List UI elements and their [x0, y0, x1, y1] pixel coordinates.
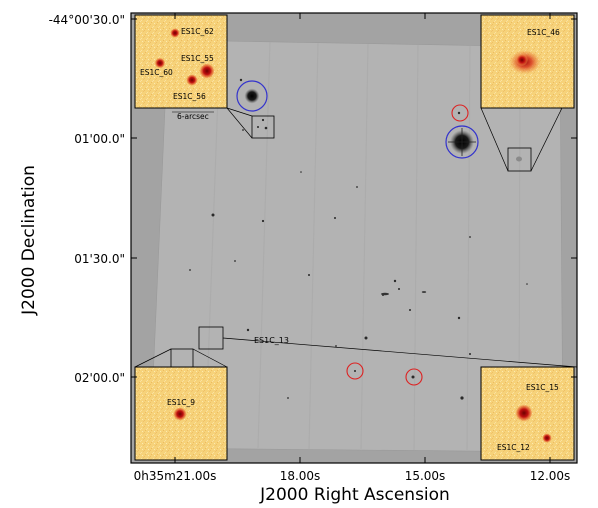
faint-source-marker	[346, 362, 364, 380]
x-axis-title: J2000 Right Ascension	[259, 485, 450, 505]
y-tick-label: 01'30.0"	[74, 252, 125, 266]
zoom-box-top-right	[507, 147, 532, 172]
es1c-13-label: ES1C_13	[254, 336, 289, 345]
bright-source-marker	[445, 125, 479, 159]
diffuse-source	[516, 156, 522, 162]
inset-top-right: ES1C_46	[480, 14, 575, 109]
inset-scale-label: 6-arcsec	[177, 112, 209, 121]
inset-label-es1c-56: ES1C_56	[173, 92, 206, 101]
y-tick-label: 02'00.0"	[74, 371, 125, 385]
inset-label-es1c-55: ES1C_55	[181, 54, 214, 63]
y-tick-label: 01'00.0"	[74, 132, 125, 146]
faint-source-marker	[405, 368, 423, 386]
bright-star	[244, 88, 260, 104]
x-tick-label: 12.00s	[530, 469, 571, 483]
inset-label-es1c-9: ES1C_9	[167, 398, 195, 407]
y-axis-title: J2000 Declination	[19, 165, 39, 316]
inset-top-left: ES1C_62 ES1C_55 ES1C_60 ES1C_56 6-arcsec	[134, 14, 228, 121]
x-tick-label: 18.00s	[280, 469, 321, 483]
inset-bottom-right: ES1C_15 ES1C_12	[480, 366, 575, 461]
plot-frame	[130, 12, 578, 464]
zoom-connectors	[134, 107, 577, 368]
elongated-galaxy	[381, 292, 389, 296]
elongated-galaxy	[421, 291, 427, 293]
inset-label-es1c-62: ES1C_62	[181, 27, 214, 36]
x-ticks	[174, 13, 551, 463]
inset-label-es1c-60: ES1C_60	[140, 68, 173, 77]
inset-bottom-left: ES1C_9	[134, 366, 228, 461]
bright-source-marker	[236, 80, 268, 112]
inset-label-es1c-12: ES1C_12	[497, 443, 530, 452]
star-spikes	[448, 128, 476, 156]
inset-label-es1c-46: ES1C_46	[527, 28, 560, 37]
zoom-box-top-left	[251, 115, 275, 139]
y-tick-label: -44°00'30.0"	[49, 13, 125, 27]
y-ticks	[131, 18, 577, 378]
faint-source-marker	[451, 104, 469, 122]
inset-label-es1c-15: ES1C_15	[526, 383, 559, 392]
x-tick-label: 15.00s	[405, 469, 446, 483]
x-tick-label: 0h35m21.00s	[134, 469, 217, 483]
